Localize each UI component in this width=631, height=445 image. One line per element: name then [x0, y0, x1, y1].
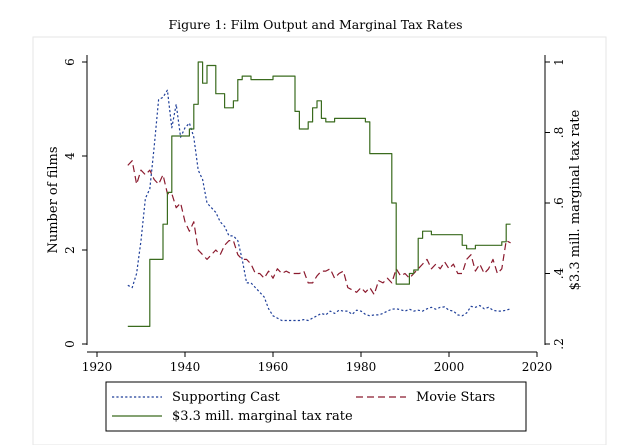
x-tick-label: 1920	[82, 360, 113, 374]
legend-box	[105, 381, 527, 432]
y2-tick-label: .2	[552, 338, 566, 349]
y2-tick-label: .6	[552, 197, 566, 208]
x-tick-label: 1940	[170, 360, 201, 374]
series-layer	[127, 61, 511, 327]
plot-background	[32, 36, 607, 445]
legend-label: Supporting Cast	[172, 390, 281, 405]
y2-tick-label: .8	[552, 127, 566, 138]
legend: Supporting Cast Movie Stars $3.3 mill. mar…	[105, 381, 527, 432]
series-line-movie-stars	[127, 160, 511, 296]
y-axis-title: Number of films	[46, 146, 61, 253]
chart-title: Figure 1: Film Output and Marginal Tax R…	[168, 17, 463, 32]
series-line-supporting-cast	[127, 89, 511, 322]
series-line-3-3-mill-marginal-tax-rate	[127, 61, 511, 327]
legend-label: Movie Stars	[416, 390, 495, 405]
axes: 1920 1940 1960 1980 2000 2020 0 2 4 6 .2 .4 .6 .8 1	[63, 55, 566, 374]
y-tick-label: 4	[63, 152, 77, 160]
y-tick-label: 0	[63, 340, 77, 348]
y2-tick-label: .4	[552, 267, 566, 279]
y-tick-label: 2	[63, 246, 77, 254]
x-tick-label: 2020	[522, 360, 553, 374]
x-tick-label: 1960	[258, 360, 289, 374]
y2-tick-label: 1	[552, 58, 566, 66]
y2-axis-title: $3.3 mill. marginal tax rate	[568, 109, 583, 290]
x-tick-label: 2000	[434, 360, 465, 374]
y-tick-label: 6	[63, 58, 77, 66]
legend-label: $3.3 mill. marginal tax rate	[172, 409, 353, 424]
x-tick-label: 1980	[346, 360, 377, 374]
